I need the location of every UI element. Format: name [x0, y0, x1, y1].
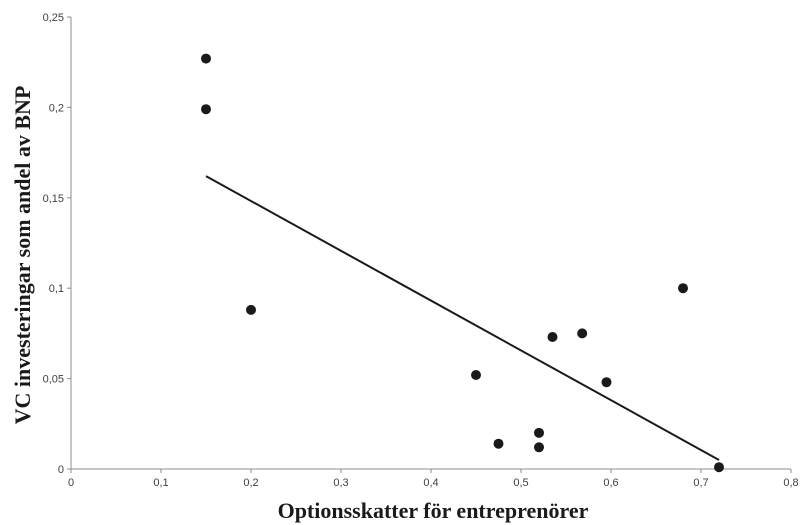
data-point [547, 332, 558, 343]
x-tick-label: 0,6 [603, 477, 618, 489]
x-tick-labels: 0 0,1 0,2 0,3 0,4 0,5 0,6 0,7 0,8 [68, 469, 799, 489]
data-point [246, 304, 256, 315]
data-point [601, 377, 612, 388]
data-point [714, 462, 724, 473]
data-point [471, 369, 481, 380]
x-tick-label: 0,4 [423, 477, 438, 489]
y-axis-title: VC investeringar som andel av BNP [10, 86, 35, 425]
y-tick-labels: 0 0,05 0,1 0,15 0,2 0,25 [43, 12, 71, 476]
y-tick-label: 0,2 [49, 102, 64, 114]
x-axis-title: Optionsskatter för entreprenörer [278, 498, 589, 523]
data-point [493, 438, 504, 449]
x-tick-label: 0,7 [693, 477, 708, 489]
data-point [577, 328, 588, 339]
x-tick-label: 0,2 [243, 477, 258, 489]
data-point [201, 104, 211, 115]
x-tick-label: 0,8 [783, 477, 798, 489]
trendline [205, 175, 720, 461]
data-point [678, 283, 688, 294]
x-tick-label: 0,1 [153, 477, 168, 489]
data-point [534, 427, 544, 438]
y-tick-label: 0,25 [43, 12, 64, 24]
y-tick-label: 0,15 [43, 193, 64, 205]
data-points [201, 53, 724, 473]
data-point [534, 442, 544, 453]
x-tick-label: 0,5 [513, 477, 528, 489]
x-tick-label: 0 [68, 477, 74, 489]
data-point [201, 53, 211, 64]
y-tick-label: 0,1 [49, 283, 64, 295]
x-tick-label: 0,3 [333, 477, 348, 489]
y-tick-label: 0,05 [43, 374, 64, 386]
y-tick-label: 0 [58, 464, 64, 476]
